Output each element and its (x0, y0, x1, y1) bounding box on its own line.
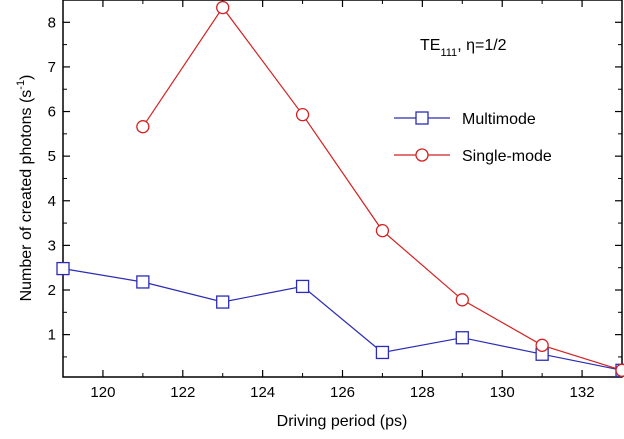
x-tick-label-122: 122 (170, 384, 195, 401)
y-tick-label-1: 1 (48, 327, 56, 344)
series-layer (56, 0, 624, 377)
y-tick-label-5: 5 (48, 148, 56, 165)
legend-item-multimode: Multimode (394, 111, 536, 128)
x-axis-title: Driving period (ps) (277, 413, 408, 430)
y-axis-title: Number of created photons (s-1) (15, 75, 35, 302)
point-multimode-129 (455, 331, 469, 345)
point-multimode-119 (56, 261, 70, 276)
point-multimode-127 (375, 345, 390, 360)
x-tick-label-132: 132 (570, 384, 595, 401)
x-tick-label-130: 130 (490, 384, 515, 401)
point-single-mode-121 (136, 120, 150, 134)
y-axis-title-superscript: -1 (15, 80, 27, 90)
point-single-mode-131 (535, 338, 549, 352)
annotation-main: TE (420, 37, 440, 54)
annotation-mode-label: TE111, η=1/2 (420, 37, 507, 59)
x-tick-label-126: 126 (330, 384, 355, 401)
annotation-rest: , η=1/2 (457, 37, 506, 54)
series-line-multimode (62, 268, 623, 371)
y-axis-title-suffix: ) (18, 75, 35, 80)
x-tick-label-128: 128 (410, 384, 435, 401)
point-single-mode-127 (375, 224, 390, 238)
x-tick-label-124: 124 (250, 384, 275, 401)
legend-marker-single-mode (415, 148, 429, 162)
point-multimode-125 (295, 279, 310, 294)
point-single-mode-123 (216, 0, 230, 15)
y-tick-label-3: 3 (48, 237, 56, 254)
y-tick-label-4: 4 (48, 193, 56, 210)
series-line-single-mode (142, 6, 623, 371)
x-tick-label-120: 120 (90, 384, 115, 401)
legend: Multimode Single-mode (394, 111, 552, 165)
annotation-subscript: 111 (440, 47, 457, 59)
legend-label-multimode: Multimode (462, 111, 536, 128)
series-multimode (56, 261, 624, 377)
plot-frame (62, 0, 623, 378)
y-tick-label-7: 7 (48, 59, 56, 76)
legend-label-single-mode: Single-mode (462, 148, 552, 165)
point-multimode-121 (136, 275, 150, 289)
series-single-mode (136, 0, 624, 377)
legend-item-single-mode: Single-mode (394, 148, 552, 165)
y-axis-title-main: Number of created photons (s (18, 90, 35, 302)
legend-marker-multimode (415, 111, 429, 125)
point-single-mode-133 (615, 363, 624, 377)
point-single-mode-129 (455, 293, 469, 307)
axis-ticks: 120 122 124 126 128 130 132 1 2 3 4 5 6 7 8 (48, 0, 623, 401)
point-single-mode-125 (295, 108, 310, 122)
point-multimode-123 (216, 295, 230, 309)
y-tick-label-8: 8 (48, 14, 56, 31)
y-tick-label-2: 2 (48, 282, 56, 299)
y-tick-label-6: 6 (48, 104, 56, 121)
